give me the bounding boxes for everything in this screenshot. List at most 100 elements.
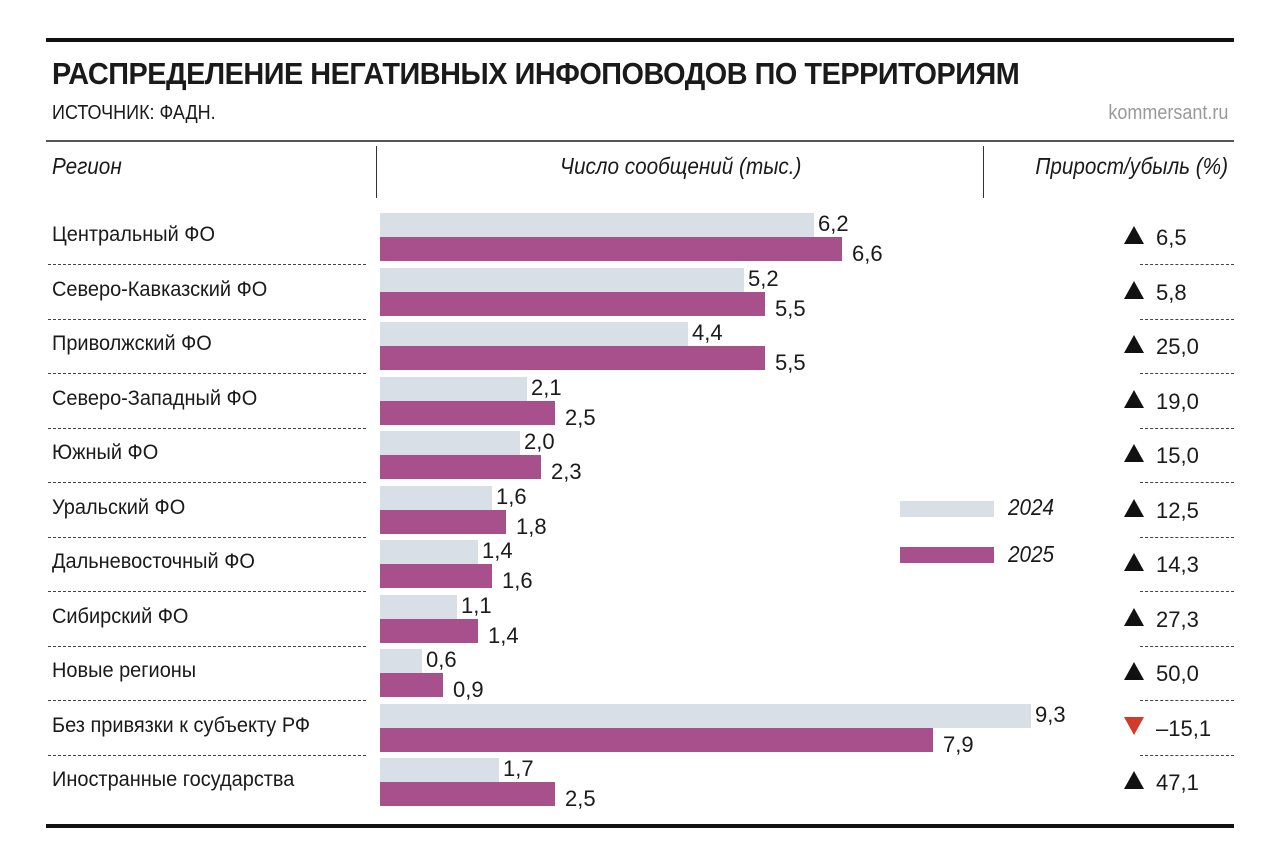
- change-label: 25,0: [1156, 334, 1199, 359]
- change-value: 15,0: [1124, 443, 1199, 469]
- region-label: Без привязки к субъекту РФ: [52, 713, 311, 737]
- bar-2024: [380, 594, 457, 619]
- row-divider: [48, 482, 366, 483]
- value-label-2024: 2,1: [531, 374, 562, 400]
- row-divider: [48, 264, 366, 265]
- header-region: Регион: [52, 153, 122, 179]
- value-label-2024: 6,2: [818, 211, 849, 236]
- change-value: 27,3: [1124, 607, 1199, 633]
- bar-2025: [380, 673, 443, 697]
- bar-2025: [380, 346, 765, 370]
- region-label: Северо-Кавказский ФО: [52, 277, 268, 301]
- change-value: 14,3: [1124, 552, 1199, 578]
- row-divider: [48, 373, 366, 374]
- triangle-up-icon: [1124, 662, 1144, 680]
- legend-swatch-2025: [900, 547, 994, 563]
- value-label-2025: 5,5: [775, 295, 806, 321]
- triangle-up-icon: [1124, 444, 1144, 462]
- triangle-up-icon: [1124, 553, 1144, 571]
- legend-label-2025: 2025: [1008, 541, 1055, 567]
- bar-2024: [380, 540, 478, 564]
- row-divider: [1140, 318, 1234, 320]
- triangle-down-icon: [1124, 716, 1144, 735]
- value-label-2025: 1,8: [516, 513, 547, 539]
- value-label-2025: 1,4: [488, 622, 519, 648]
- bar-2025: [380, 237, 842, 261]
- change-value: 25,0: [1124, 334, 1199, 360]
- change-label: 19,0: [1156, 388, 1199, 414]
- change-label: –15,1: [1156, 715, 1212, 741]
- value-label-2025: 5,5: [775, 350, 806, 375]
- bar-2025: [380, 291, 765, 316]
- change-value: 12,5: [1124, 498, 1199, 524]
- bar-2025: [380, 509, 506, 534]
- bar-2024: [380, 485, 492, 510]
- row-divider: [1140, 373, 1234, 374]
- value-label-2024: 1,4: [482, 538, 513, 563]
- value-label-2024: 2,0: [524, 429, 555, 454]
- row-divider: [1140, 591, 1234, 592]
- value-label-2025: 1,6: [502, 568, 533, 593]
- row-divider: [48, 427, 366, 429]
- bar-2024: [380, 649, 422, 673]
- value-label-2025: 2,3: [551, 459, 582, 484]
- triangle-up-icon: [1124, 498, 1144, 517]
- triangle-up-icon: [1124, 280, 1144, 299]
- value-label-2025: 0,9: [453, 677, 484, 702]
- header-rule: [46, 140, 1234, 142]
- change-value: 47,1: [1124, 770, 1199, 796]
- row-divider: [1140, 700, 1234, 701]
- value-label-2024: 1,1: [461, 592, 492, 618]
- row-divider: [48, 754, 366, 756]
- bar-2024: [380, 431, 520, 455]
- change-label: 50,0: [1156, 661, 1199, 686]
- row-divider: [48, 536, 366, 538]
- value-label-2024: 1,7: [503, 756, 534, 781]
- change-label: 27,3: [1156, 606, 1199, 632]
- bar-2024: [380, 267, 744, 292]
- change-label: 12,5: [1156, 497, 1199, 523]
- value-label-2024: 0,6: [426, 647, 457, 672]
- change-value: 50,0: [1124, 661, 1199, 687]
- value-label-2025: 2,5: [565, 404, 596, 430]
- bar-2024: [380, 703, 1031, 728]
- region-label: Иностранные государства: [52, 768, 295, 791]
- bottom-rule: [46, 824, 1234, 828]
- header-count: Число сообщений (тыс.): [560, 153, 802, 179]
- triangle-up-icon: [1124, 607, 1144, 626]
- legend-swatch-2024: [900, 501, 994, 517]
- change-label: 6,5: [1156, 225, 1187, 250]
- bar-2025: [380, 618, 478, 643]
- change-value: –15,1: [1124, 716, 1211, 742]
- bar-2024: [380, 376, 527, 401]
- triangle-up-icon: [1124, 335, 1144, 353]
- chart-title: РАСПРЕДЕЛЕНИЕ НЕГАТИВНЫХ ИНФОПОВОДОВ ПО …: [52, 56, 1020, 91]
- region-label: Северо-Западный ФО: [52, 386, 258, 410]
- change-value: 6,5: [1124, 225, 1187, 251]
- triangle-up-icon: [1124, 771, 1144, 789]
- bar-2024: [380, 322, 688, 346]
- row-divider: [48, 591, 366, 592]
- site-credit: kommersant.ru: [1107, 102, 1228, 124]
- value-label-2024: 4,4: [692, 320, 723, 345]
- triangle-up-icon: [1124, 389, 1144, 408]
- bar-2024: [380, 758, 499, 782]
- top-rule: [46, 38, 1234, 42]
- bar-2025: [380, 727, 933, 752]
- source-note: ИСТОЧНИК: ФАДН.: [52, 102, 216, 124]
- region-label: Сибирский ФО: [52, 604, 189, 628]
- divider: [983, 146, 984, 198]
- row-divider: [1140, 482, 1234, 483]
- row-divider: [48, 700, 366, 701]
- change-label: 14,3: [1156, 552, 1199, 577]
- bar-2025: [380, 455, 541, 479]
- region-label: Дальневосточный ФО: [52, 550, 255, 573]
- value-label-2024: 5,2: [748, 265, 779, 291]
- bar-2025: [380, 564, 492, 588]
- header-change: Прирост/убыль (%): [1035, 153, 1228, 179]
- row-divider: [1140, 645, 1234, 647]
- bar-2024: [380, 213, 814, 237]
- region-label: Южный ФО: [52, 441, 159, 464]
- change-value: 19,0: [1124, 389, 1199, 415]
